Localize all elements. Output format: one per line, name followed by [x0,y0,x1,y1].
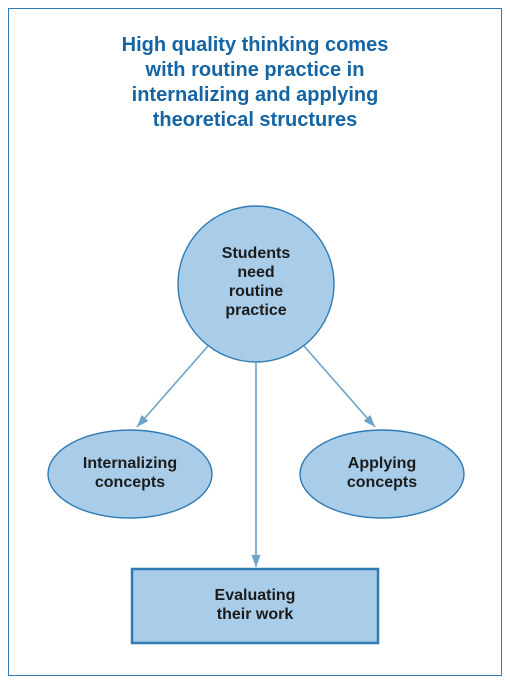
page: High quality thinking comeswith routine … [0,0,510,684]
bottom-rect [132,569,378,643]
shapes-layer [9,9,501,675]
bottom-rect-shape [132,569,378,643]
arrow-line-2 [304,346,375,427]
right-ellipse [300,430,464,518]
center-circle [178,206,334,362]
right-ellipse-shape [300,430,464,518]
arrow-head-1 [252,555,261,567]
left-ellipse-shape [48,430,212,518]
left-ellipse [48,430,212,518]
arrow-line-0 [137,346,208,427]
center-circle-shape [178,206,334,362]
diagram-frame: High quality thinking comeswith routine … [8,8,502,676]
